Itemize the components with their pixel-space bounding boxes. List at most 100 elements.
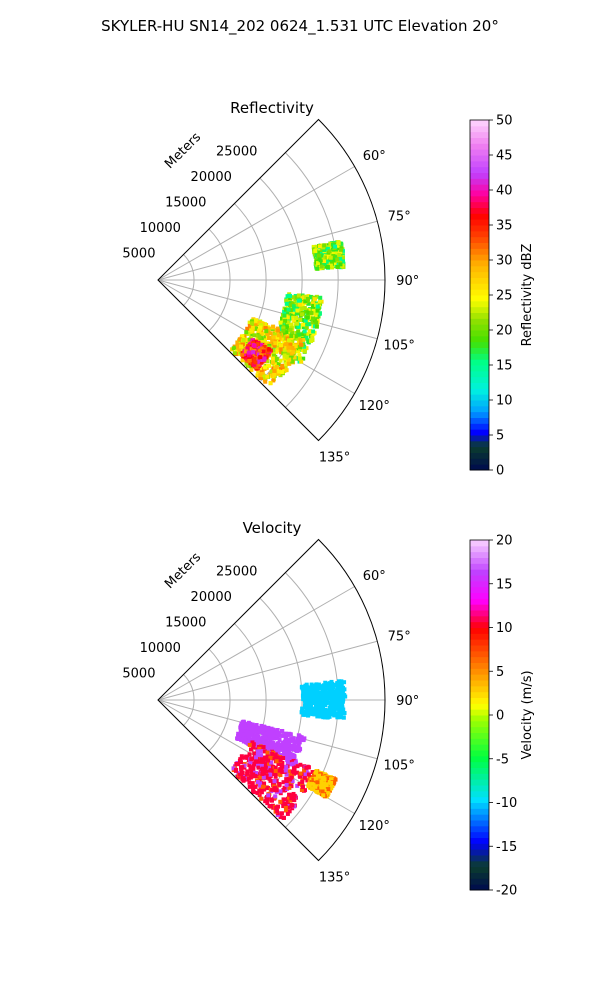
echo-bin <box>322 243 327 248</box>
echo-bin <box>284 330 289 335</box>
echo-bin <box>302 344 307 349</box>
echo-bin <box>286 361 291 366</box>
echo-bin <box>279 316 284 321</box>
echo-bin <box>264 329 269 334</box>
echo-bin <box>333 777 338 782</box>
echo-bin <box>334 703 339 708</box>
echo-bin <box>283 808 288 813</box>
echo-bin <box>321 793 326 798</box>
echo-bin <box>275 811 280 816</box>
echo-bin <box>289 769 294 774</box>
echo-bin <box>338 703 343 708</box>
echo-bin <box>304 332 309 337</box>
echo-bin <box>337 681 342 686</box>
echo-bin <box>315 714 320 719</box>
echo-bin <box>270 727 275 732</box>
echo-bin <box>289 784 294 789</box>
echo-bin <box>256 765 261 770</box>
echo-bin <box>286 338 291 343</box>
echo-bin <box>289 333 294 338</box>
colorbar-segment <box>470 732 489 739</box>
echo-bin <box>334 697 339 702</box>
echo-bin <box>322 258 327 263</box>
echo-bin <box>302 306 307 311</box>
echo-bin <box>324 681 329 686</box>
echo-bin <box>312 297 317 302</box>
echo-bin <box>301 337 306 342</box>
echo-bin <box>329 694 334 699</box>
echo-bin <box>282 336 287 341</box>
echo-bin <box>250 783 255 788</box>
echo-bin <box>298 302 303 307</box>
echo-bin <box>263 325 268 330</box>
colorbar-tick-label: 40 <box>496 184 513 199</box>
echo-bin <box>322 780 327 785</box>
colorbar-segment <box>470 388 489 395</box>
echo-bin <box>285 325 290 330</box>
colorbar-segment <box>470 440 489 448</box>
echo-bin <box>287 357 292 362</box>
colorbar-segment <box>470 265 489 273</box>
echo-bin <box>242 721 247 726</box>
echo-bin <box>289 793 294 798</box>
echo-bin <box>256 369 261 374</box>
echo-bin <box>321 784 326 789</box>
echo-bin <box>288 293 293 298</box>
echo-bin <box>291 310 296 315</box>
echo-bin <box>237 347 242 352</box>
echo-bin <box>262 770 267 775</box>
colorbar-segment <box>470 837 489 844</box>
echo-bin <box>257 726 262 731</box>
colorbar-segment <box>470 359 489 366</box>
echo-bin <box>313 784 318 789</box>
echo-bin <box>272 786 277 791</box>
colorbar-segment <box>470 137 489 144</box>
echo-bin <box>254 755 259 760</box>
echo-bin <box>297 353 302 358</box>
echo-bin <box>259 338 264 343</box>
echo-bin <box>298 771 303 776</box>
echo-bin <box>281 328 286 333</box>
echo-bin <box>295 336 300 341</box>
echo-bin <box>260 766 265 771</box>
echo-bin <box>287 302 292 307</box>
echo-bin <box>276 804 281 809</box>
echo-bin <box>263 764 268 769</box>
colorbar-segment <box>470 289 489 296</box>
echo-bin <box>343 694 348 699</box>
colorbar-segment <box>470 750 489 757</box>
echo-bin <box>256 760 261 765</box>
echo-bin <box>231 766 236 771</box>
echo-bin <box>311 303 316 308</box>
echo-bin <box>239 768 244 773</box>
colorbar-segment <box>470 866 489 873</box>
echo-bin <box>295 308 300 313</box>
echo-bin <box>334 711 339 716</box>
echo-bin <box>337 709 342 714</box>
echo-bin <box>254 771 259 776</box>
echo-bin <box>280 733 285 738</box>
echo-bin <box>258 355 263 360</box>
echo-bin <box>329 679 334 684</box>
echo-bin <box>300 348 305 353</box>
echo-bin <box>316 703 321 708</box>
velocity-colorbar: -20 -15 -10 -5 0 5 10 15 20 Velocity (m/s) <box>469 534 535 899</box>
echo-bin <box>247 780 252 785</box>
echo-bin <box>300 779 305 784</box>
echo-bin <box>240 352 245 357</box>
echo-bin <box>284 778 289 783</box>
azimuth-tick-label: 120° <box>359 399 390 414</box>
echo-bin <box>253 360 258 365</box>
echo-bin <box>286 795 291 800</box>
echo-bin <box>317 253 322 258</box>
range-tick-label: 15000 <box>165 616 206 631</box>
echo-bin <box>339 681 344 686</box>
colorbar-segment <box>470 160 489 168</box>
echo-bin <box>278 756 283 761</box>
echo-bin <box>247 752 252 757</box>
colorbar-segment <box>470 796 489 803</box>
echo-bin <box>325 246 330 251</box>
echo-bin <box>306 783 311 788</box>
colorbar-segment <box>470 347 489 354</box>
